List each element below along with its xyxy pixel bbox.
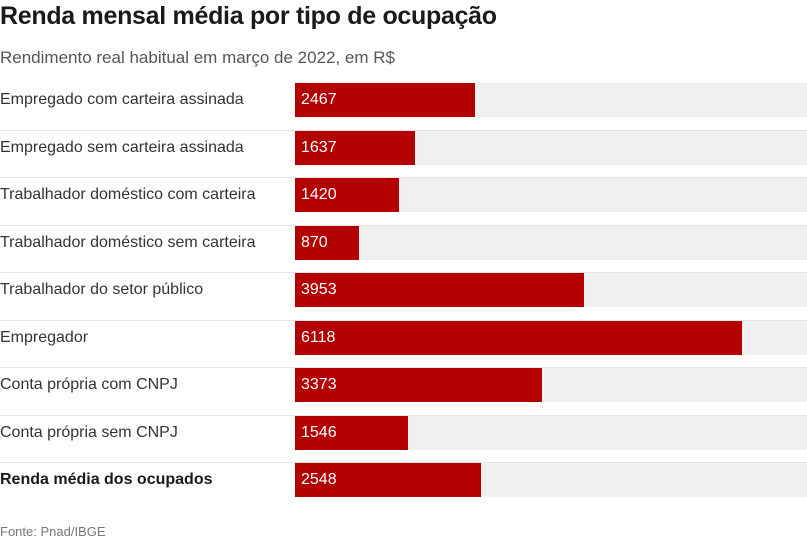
bar-value-label: 3373 xyxy=(301,376,337,393)
category-label: Empregador xyxy=(0,328,89,346)
bar-chart: Empregado com carteira assinada 2467 Empre… xyxy=(0,82,807,510)
bar-value-label: 6118 xyxy=(301,328,336,346)
bar-value-label: 3953 xyxy=(301,281,337,298)
chart-subtitle: Rendimento real habitual em março de 202… xyxy=(0,48,395,67)
category-label: Trabalhador doméstico sem carteira xyxy=(0,233,256,251)
bar-row: Empregado com carteira assinada 2467 xyxy=(0,82,807,130)
bar-row: Empregado sem carteira assinada 1637 xyxy=(0,129,807,178)
category-label: Trabalhador do setor público xyxy=(0,281,204,298)
bar-row: Conta própria com CNPJ 3373 xyxy=(0,367,807,415)
bar-track: 6118 xyxy=(295,320,807,355)
bar-row: Conta própria sem CNPJ 1546 xyxy=(0,414,807,463)
bar xyxy=(295,415,409,450)
bar-track: 1637 xyxy=(295,130,807,165)
bar-track: 2548 xyxy=(295,463,807,497)
bar xyxy=(295,178,399,212)
bar xyxy=(295,83,476,117)
bar xyxy=(295,273,585,307)
bar-value-label: 1420 xyxy=(301,186,337,203)
category-label: Conta própria sem CNPJ xyxy=(0,423,178,441)
bar-value-label: 2467 xyxy=(301,91,337,108)
bar xyxy=(295,463,482,497)
bar-track: 1546 xyxy=(295,415,807,450)
category-label: Renda média dos ocupados xyxy=(0,471,213,488)
bar-track: 3953 xyxy=(295,273,807,307)
bar-track: 1420 xyxy=(295,178,807,212)
bar xyxy=(295,320,743,355)
bar-value-label: 870 xyxy=(301,233,328,251)
category-label: Trabalhador doméstico com carteira xyxy=(0,186,256,203)
chart-title: Renda mensal média por tipo de ocupação xyxy=(0,2,497,30)
bar-track: 870 xyxy=(295,225,807,260)
bar-value-label: 2548 xyxy=(301,471,337,488)
bar-value-label: 1637 xyxy=(301,138,337,156)
bar xyxy=(295,225,359,260)
bar-row: Trabalhador doméstico com carteira 1420 xyxy=(0,177,807,225)
source-note: Fonte: Pnad/IBGE xyxy=(0,524,106,539)
bar-value-label: 1546 xyxy=(301,423,337,441)
category-label: Empregado sem carteira assinada xyxy=(0,138,244,156)
bar-row: Trabalhador doméstico sem carteira 870 xyxy=(0,224,807,273)
category-label: Conta própria com CNPJ xyxy=(0,376,178,393)
bar-row: Renda média dos ocupados 2548 xyxy=(0,462,807,510)
bar-row: Trabalhador do setor público 3953 xyxy=(0,272,807,320)
bar xyxy=(295,130,415,165)
bar xyxy=(295,368,542,402)
bar-track: 3373 xyxy=(295,368,807,402)
category-label: Empregado com carteira assinada xyxy=(0,91,244,108)
bar-track: 2467 xyxy=(295,83,807,117)
bar-row: Empregador 6118 xyxy=(0,319,807,368)
